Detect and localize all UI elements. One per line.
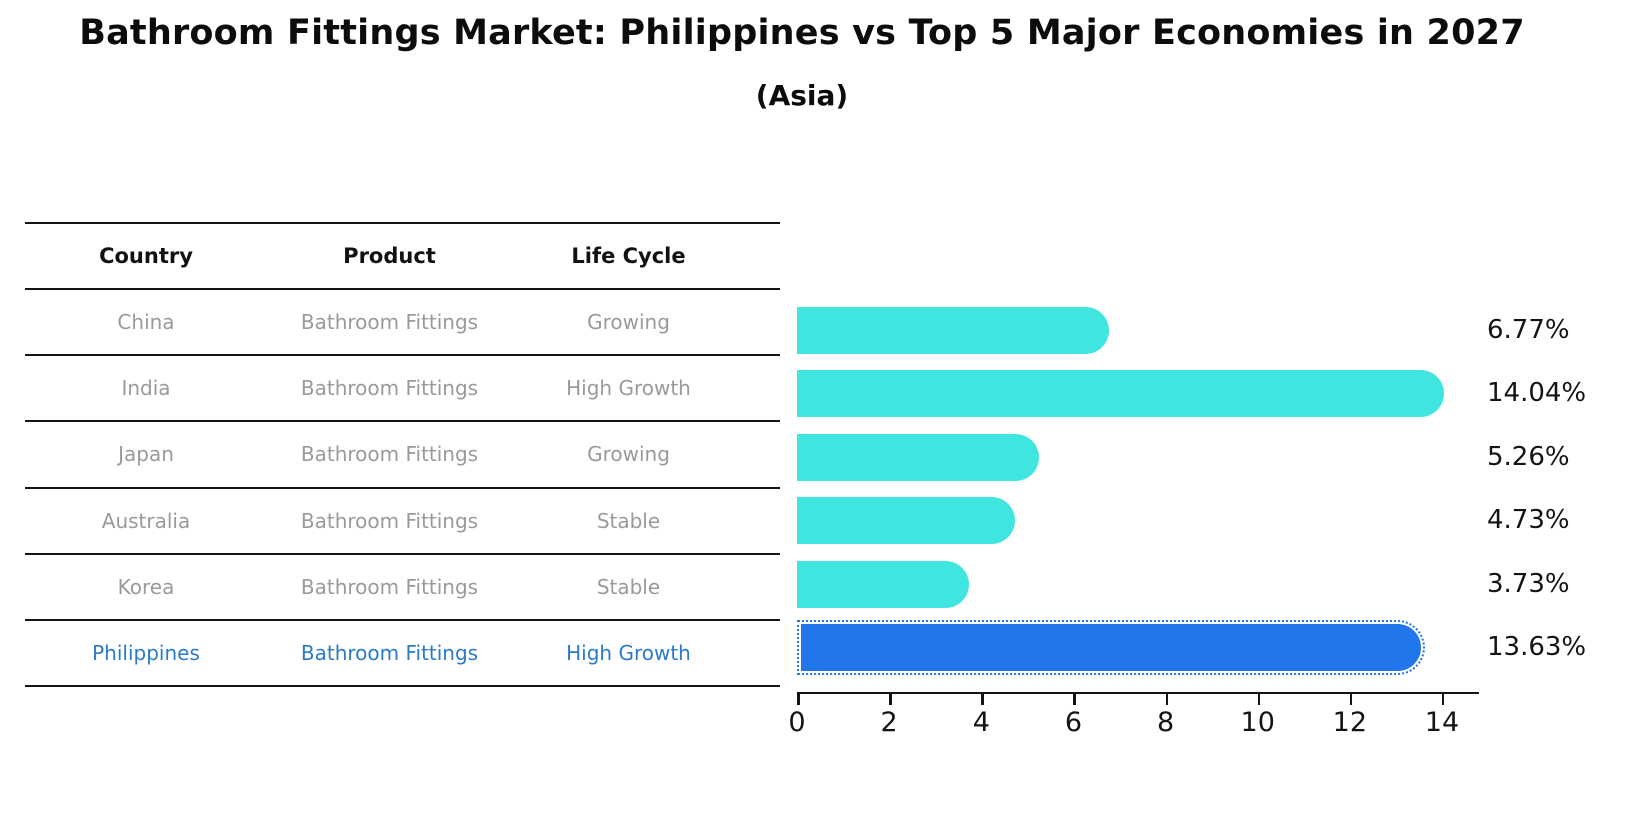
table-row-philippines: Philippines Bathroom Fittings High Growt…	[25, 621, 780, 688]
cell-country: Australia	[101, 508, 191, 533]
x-tick-10	[1257, 694, 1261, 705]
x-axis	[797, 692, 1479, 694]
cell-product: Bathroom Fittings	[300, 442, 479, 467]
x-tick-12	[1349, 694, 1353, 705]
x-tick-2	[889, 694, 892, 705]
table-row-australia: Australia Bathroom Fittings Stable	[25, 489, 780, 555]
x-tick-label-2: 2	[880, 707, 898, 738]
value-label-philippines: 13.63%	[1487, 632, 1587, 662]
cell-product: Bathroom Fittings	[300, 310, 479, 335]
cell-life-cycle: Stable	[596, 508, 661, 533]
x-tick-label-14: 14	[1424, 707, 1460, 738]
chart-subtitle: (Asia)	[755, 79, 849, 112]
bar-philippines	[797, 619, 1425, 675]
cell-life-cycle: Stable	[596, 574, 661, 599]
value-label-japan: 5.26%	[1487, 442, 1570, 472]
bar-australia	[797, 496, 1015, 544]
x-tick-label-10: 10	[1240, 707, 1275, 738]
cell-product: Bathroom Fittings	[300, 376, 479, 401]
header-product: Product	[343, 244, 436, 268]
bar-korea	[797, 560, 969, 608]
cell-life-cycle: Growing	[587, 442, 670, 467]
bar-china	[797, 306, 1109, 354]
cell-country: India	[121, 376, 171, 401]
header-country: Country	[99, 244, 193, 268]
bar-india	[797, 369, 1444, 417]
table-row-japan: Japan Bathroom Fittings Growing	[25, 422, 780, 489]
value-label-australia: 4.73%	[1487, 505, 1570, 535]
x-tick-8	[1165, 694, 1169, 705]
header-life-cycle: Life Cycle	[571, 244, 686, 268]
x-tick-label-0: 0	[788, 707, 806, 738]
value-label-korea: 3.73%	[1487, 569, 1570, 599]
table-row-korea: Korea Bathroom Fittings Stable	[25, 555, 780, 621]
x-tick-label-6: 6	[1064, 707, 1083, 738]
table-row-india: India Bathroom Fittings High Growth	[25, 356, 780, 423]
country-table: Country Product Life Cycle China Bathroo…	[25, 222, 780, 688]
value-label-china: 6.77%	[1487, 315, 1570, 345]
cell-product: Bathroom Fittings	[300, 508, 479, 533]
cell-country: China	[117, 310, 175, 335]
cell-product: Bathroom Fittings	[300, 640, 479, 665]
x-tick-label-8: 8	[1156, 707, 1175, 738]
x-tick-6	[1073, 694, 1076, 705]
value-label-india: 14.04%	[1487, 378, 1587, 408]
table-row-china: China Bathroom Fittings Growing	[25, 290, 780, 357]
x-tick-0	[797, 694, 800, 705]
cell-life-cycle: Growing	[587, 310, 670, 335]
x-tick-4	[981, 694, 984, 705]
cell-country: Korea	[117, 574, 175, 599]
table-body: China Bathroom Fittings Growing India Ba…	[25, 290, 780, 688]
cell-life-cycle: High Growth	[566, 376, 691, 401]
cell-country: Philippines	[92, 640, 200, 665]
x-tick-14	[1441, 694, 1445, 705]
chart-title: Bathroom Fittings Market: Philippines vs…	[79, 13, 1525, 53]
cell-country: Japan	[118, 442, 174, 467]
x-tick-label-12: 12	[1332, 707, 1368, 738]
x-tick-label-4: 4	[972, 707, 990, 738]
cell-life-cycle: High Growth	[566, 640, 691, 665]
cell-product: Bathroom Fittings	[300, 574, 479, 599]
bar-japan	[797, 433, 1040, 481]
table-header-row: Country Product Life Cycle	[25, 222, 780, 290]
